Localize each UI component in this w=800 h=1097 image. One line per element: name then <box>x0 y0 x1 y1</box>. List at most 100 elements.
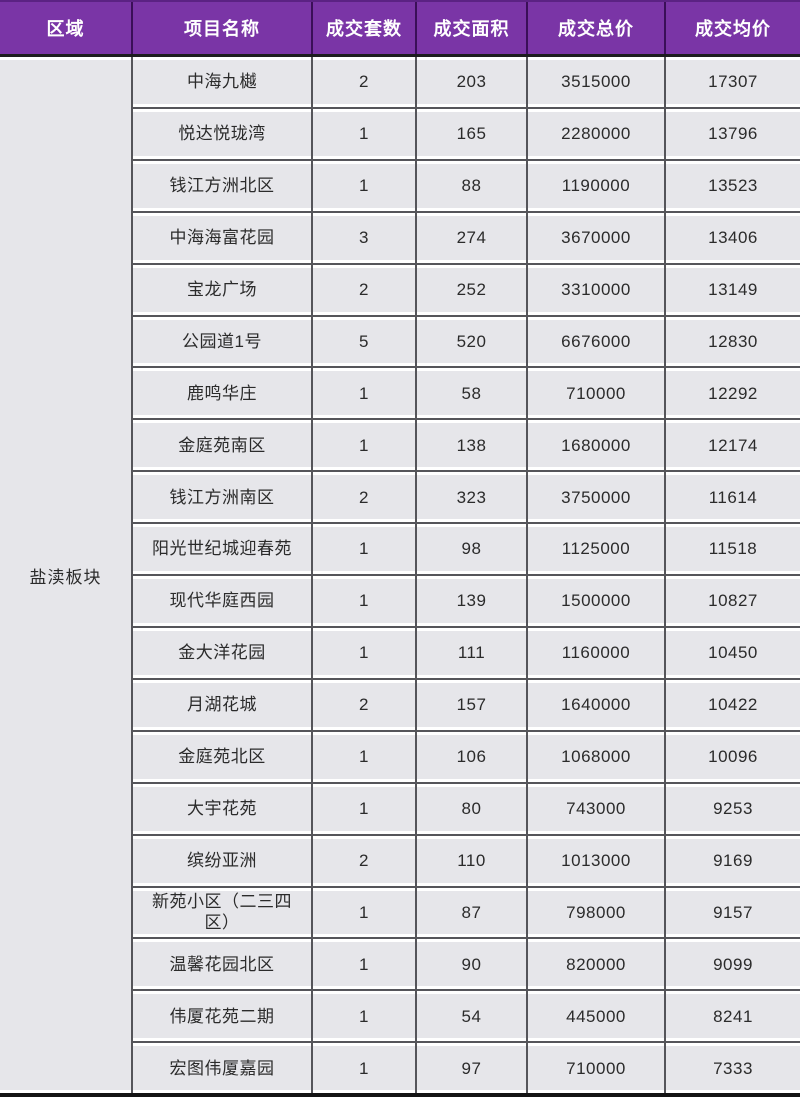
cell-project-name: 宝龙广场 <box>133 267 311 312</box>
cell-units: 2 <box>313 682 415 727</box>
cell-project-name: 温馨花园北区 <box>133 942 311 987</box>
cell-avg: 9099 <box>666 942 800 987</box>
cell-total: 3670000 <box>528 215 664 260</box>
cell-avg: 12292 <box>666 371 800 416</box>
table-row: 温馨花园北区 1 90 820000 9099 <box>133 937 800 990</box>
table-body: 盐渎板块 中海九樾 2 203 3515000 17307 悦达悦珑湾 1 16… <box>0 57 800 1094</box>
cell-total: 3750000 <box>528 475 664 520</box>
cell-avg: 11614 <box>666 475 800 520</box>
cell-area: 88 <box>417 163 526 208</box>
cell-units: 1 <box>313 1046 415 1091</box>
cell-total: 1680000 <box>528 423 664 468</box>
cell-units: 1 <box>313 527 415 572</box>
cell-units: 1 <box>313 163 415 208</box>
region-label: 盐渎板块 <box>0 60 131 1090</box>
cell-total: 3310000 <box>528 267 664 312</box>
cell-units: 1 <box>313 111 415 156</box>
cell-area: 90 <box>417 942 526 987</box>
cell-area: 98 <box>417 527 526 572</box>
cell-avg: 8241 <box>666 994 800 1039</box>
cell-project-name: 鹿鸣华庄 <box>133 371 311 416</box>
cell-avg: 9169 <box>666 838 800 883</box>
cell-area: 58 <box>417 371 526 416</box>
cell-total: 6676000 <box>528 319 664 364</box>
table-row: 金庭苑北区 1 106 1068000 10096 <box>133 729 800 782</box>
cell-area: 110 <box>417 838 526 883</box>
cell-project-name: 金庭苑北区 <box>133 734 311 779</box>
cell-avg: 11518 <box>666 527 800 572</box>
table-row: 阳光世纪城迎春苑 1 98 1125000 11518 <box>133 522 800 575</box>
table-row: 新苑小区（二三四区） 1 87 798000 9157 <box>133 885 800 938</box>
cell-project-name: 新苑小区（二三四区） <box>133 890 311 935</box>
cell-avg: 12174 <box>666 423 800 468</box>
cell-avg: 9253 <box>666 786 800 831</box>
cell-project-name: 公园道1号 <box>133 319 311 364</box>
cell-area: 87 <box>417 890 526 935</box>
cell-area: 139 <box>417 579 526 623</box>
cell-area: 274 <box>417 215 526 260</box>
cell-area: 80 <box>417 786 526 831</box>
cell-total: 798000 <box>528 890 664 935</box>
table-row: 伟厦花苑二期 1 54 445000 8241 <box>133 989 800 1042</box>
table-row: 大宇花苑 1 80 743000 9253 <box>133 781 800 834</box>
column-header-region: 区域 <box>0 2 133 54</box>
cell-avg: 10450 <box>666 630 800 675</box>
cell-avg: 9157 <box>666 890 800 935</box>
cell-avg: 7333 <box>666 1046 800 1091</box>
cell-project-name: 钱江方洲南区 <box>133 475 311 520</box>
cell-project-name: 中海海富花园 <box>133 215 311 260</box>
cell-project-name: 金大洋花园 <box>133 630 311 675</box>
cell-area: 252 <box>417 267 526 312</box>
table-row: 金庭苑南区 1 138 1680000 12174 <box>133 418 800 471</box>
table-row: 金大洋花园 1 111 1160000 10450 <box>133 625 800 678</box>
column-header-project: 项目名称 <box>133 2 313 54</box>
table-header-row: 区域 项目名称 成交套数 成交面积 成交总价 成交均价 <box>0 0 800 57</box>
region-merged-cell: 盐渎板块 <box>0 57 133 1093</box>
column-header-avg: 成交均价 <box>695 19 771 39</box>
cell-avg: 13149 <box>666 267 800 312</box>
cell-avg: 17307 <box>666 60 800 104</box>
table-row: 月湖花城 2 157 1640000 10422 <box>133 677 800 730</box>
cell-area: 106 <box>417 734 526 779</box>
cell-total: 1013000 <box>528 838 664 883</box>
cell-units: 1 <box>313 371 415 416</box>
cell-project-name: 月湖花城 <box>133 682 311 727</box>
cell-project-name: 缤纷亚洲 <box>133 838 311 883</box>
cell-project-name: 阳光世纪城迎春苑 <box>133 527 311 572</box>
cell-units: 1 <box>313 994 415 1039</box>
column-header-total: 成交总价 <box>528 2 666 54</box>
cell-units: 2 <box>313 838 415 883</box>
cell-area: 323 <box>417 475 526 520</box>
cell-area: 165 <box>417 111 526 156</box>
cell-units: 3 <box>313 215 415 260</box>
cell-project-name: 现代华庭西园 <box>133 579 311 623</box>
cell-project-name: 伟厦花苑二期 <box>133 994 311 1039</box>
cell-total: 445000 <box>528 994 664 1039</box>
cell-total: 1190000 <box>528 163 664 208</box>
cell-avg: 12830 <box>666 319 800 364</box>
cell-units: 1 <box>313 579 415 623</box>
cell-avg: 13523 <box>666 163 800 208</box>
cell-total: 710000 <box>528 1046 664 1091</box>
cell-project-name: 大宇花苑 <box>133 786 311 831</box>
cell-units: 5 <box>313 319 415 364</box>
cell-units: 1 <box>313 423 415 468</box>
cell-total: 1500000 <box>528 579 664 623</box>
table-row: 宝龙广场 2 252 3310000 13149 <box>133 262 800 315</box>
cell-avg: 10422 <box>666 682 800 727</box>
cell-units: 2 <box>313 475 415 520</box>
table-row: 缤纷亚洲 2 110 1013000 9169 <box>133 833 800 886</box>
cell-area: 54 <box>417 994 526 1039</box>
cell-units: 1 <box>313 630 415 675</box>
cell-units: 1 <box>313 890 415 935</box>
cell-total: 710000 <box>528 371 664 416</box>
cell-avg: 10827 <box>666 579 800 623</box>
cell-total: 3515000 <box>528 60 664 104</box>
cell-units: 1 <box>313 734 415 779</box>
cell-area: 97 <box>417 1046 526 1091</box>
cell-area: 520 <box>417 319 526 364</box>
table-row: 中海九樾 2 203 3515000 17307 <box>133 57 800 107</box>
cell-total: 1160000 <box>528 630 664 675</box>
cell-area: 111 <box>417 630 526 675</box>
cell-area: 138 <box>417 423 526 468</box>
